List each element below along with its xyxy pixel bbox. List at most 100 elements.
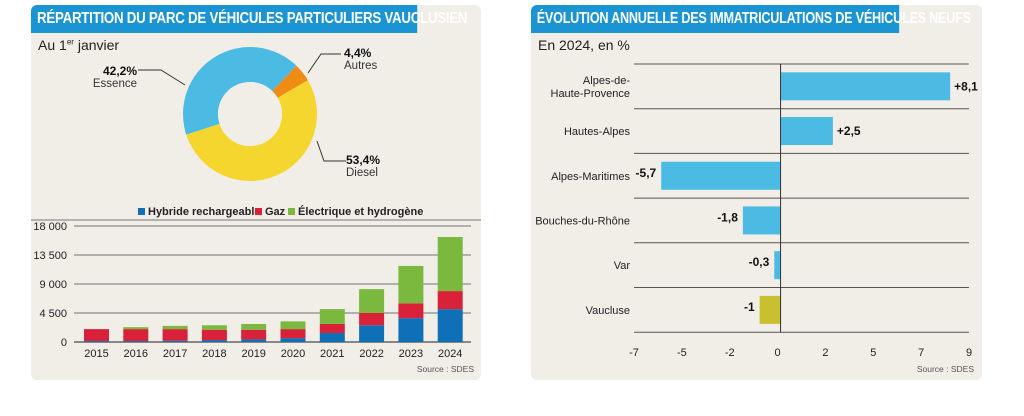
donut-hole: [218, 82, 282, 146]
hbar-bouches-du-rh-ne: [742, 206, 781, 235]
hbar-var: [774, 251, 781, 280]
bar-segment-2022-0: [359, 325, 385, 342]
hbar-alpes-de-haute-provence: [780, 72, 951, 101]
subtitle-tail: janvier: [73, 37, 120, 53]
legend-label-2: Électrique et hydrogène: [298, 205, 423, 218]
x-tick-label: 2018: [202, 348, 226, 360]
donut-chart: 42,2%Essence 4,4%Autres 53,4%Diesel: [93, 46, 380, 181]
hbar-value-label: +2,5: [837, 124, 861, 138]
hbar-category-label: Vaucluse: [586, 305, 630, 317]
x-tick-label: 2023: [399, 348, 423, 360]
hbar-value-label: -5,7: [636, 166, 657, 180]
x-tick-label: 2016: [124, 348, 148, 360]
registrations-panel-title: ÉVOLUTION ANNUELLE DES IMMATRICULATIONS …: [531, 5, 971, 33]
source-label: Source : SDES: [917, 364, 974, 374]
bar-segment-2016-0: [123, 341, 149, 342]
bar-segment-2023-1: [398, 303, 424, 319]
hbar-category-label: Var: [614, 260, 631, 272]
legend-label-0: Hybride rechargeable: [148, 206, 261, 218]
x-tick-label: 5: [870, 347, 876, 359]
bar-segment-2022-2: [359, 289, 385, 313]
source-label: Source : SDES: [417, 364, 474, 374]
bar-segment-2018-2: [201, 325, 227, 330]
legend-label-1: Gaz: [265, 206, 286, 218]
subtitle-sup: er: [66, 37, 74, 47]
bar-segment-2024-1: [437, 291, 463, 310]
donut-slice-diesel: [186, 80, 317, 181]
bar-segment-2018-0: [201, 340, 227, 342]
x-tick-label: -5: [677, 347, 687, 359]
x-tick-label: 2022: [359, 348, 383, 360]
bar-segment-2020-2: [280, 321, 306, 330]
vehicle-fleet-panel: RÉPARTITION DU PARC DE VÉHICULES PARTICU…: [31, 5, 481, 380]
diesel-value-label: 53,4%: [346, 153, 380, 167]
y-tick-label: 18 000: [33, 221, 67, 233]
donut-slice-autres: [272, 65, 308, 98]
stacked-bar-chart: Hybride rechargeable Gaz Électrique et hyd…: [31, 205, 481, 374]
hbar-category-label: Haute-Provence: [551, 88, 631, 100]
bar-segment-2019-1: [241, 329, 267, 340]
autres-leader-line: [307, 53, 341, 74]
x-tick-label: -7: [629, 347, 639, 359]
hbar-category-label: Alpes-de-: [583, 75, 630, 87]
donut-slice-essence: [183, 47, 297, 135]
hbar-category-label: Alpes-Maritimes: [551, 171, 630, 183]
x-tick-label: 0: [775, 347, 781, 359]
autres-name-label: Autres: [344, 60, 377, 72]
bar-segment-2016-1: [123, 329, 149, 342]
hbar-category-label: Bouches-du-Rhône: [535, 215, 630, 227]
x-tick-label: 2021: [320, 348, 344, 360]
x-tick-label: 7: [918, 347, 924, 359]
bar-segment-2021-2: [319, 309, 345, 324]
legend-swatch-2: [288, 208, 295, 215]
bar-segment-2016-2: [123, 327, 149, 330]
x-tick-label: 2019: [241, 348, 265, 360]
x-tick-label: 2024: [438, 348, 462, 360]
x-tick-label: 9: [966, 347, 972, 359]
bar-segment-2017-2: [162, 325, 188, 330]
diesel-name-label: Diesel: [346, 167, 378, 179]
bar-segment-2019-2: [241, 323, 267, 330]
x-tick-label: 2017: [163, 348, 187, 360]
y-tick-label: 13 500: [33, 250, 67, 262]
bar-segment-2023-2: [398, 265, 424, 304]
bar-segment-2024-2: [437, 236, 463, 292]
diesel-leader-line: [316, 140, 346, 162]
autres-value-label: 4,4%: [344, 46, 372, 60]
essence-name-label: Essence: [93, 78, 137, 90]
bar-segment-2022-1: [359, 313, 385, 326]
hbar-value-label: +8,1: [954, 79, 978, 93]
x-tick-label: 2015: [84, 348, 108, 360]
registrations-panel: ÉVOLUTION ANNUELLE DES IMMATRICULATIONS …: [531, 5, 982, 380]
bar-segment-2023-0: [398, 318, 424, 342]
legend-swatch-1: [255, 208, 262, 215]
hbar-alpes-maritimes: [661, 161, 781, 190]
bar-segment-2021-1: [319, 323, 345, 333]
hbar-category-label: Hautes-Alpes: [564, 126, 631, 138]
y-tick-label: 0: [61, 337, 67, 349]
essence-leader-line: [138, 69, 186, 86]
fleet-subtitle: Au 1er janvier: [38, 37, 119, 53]
bar-segment-2021-0: [319, 332, 345, 342]
bar-segment-2019-0: [241, 339, 267, 342]
bar-segment-2015-0: [84, 341, 109, 342]
hbar-hautes-alpes: [780, 117, 833, 146]
bar-segment-2015-1: [84, 329, 109, 342]
x-tick-label: 2: [822, 347, 828, 359]
fleet-panel-title: RÉPARTITION DU PARC DE VÉHICULES PARTICU…: [31, 5, 468, 33]
x-tick-label: 2020: [281, 348, 305, 360]
x-tick-label: -2: [725, 347, 735, 359]
subtitle-main: Au 1: [38, 37, 67, 53]
hbar-vaucluse: [759, 295, 781, 324]
y-tick-label: 9 000: [39, 279, 67, 291]
hbar-value-label: -1,8: [717, 210, 738, 224]
bar-segment-2018-1: [201, 329, 227, 341]
legend-swatch-0: [138, 208, 145, 215]
bar-segment-2017-0: [162, 340, 188, 342]
y-tick-label: 4 500: [39, 308, 67, 320]
bar-segment-2017-1: [162, 329, 188, 341]
bar-segment-2020-0: [280, 338, 306, 342]
hbar-value-label: -1: [744, 300, 755, 314]
registrations-subtitle: En 2024, en %: [538, 37, 630, 53]
horizontal-bar-chart: +8,1 Alpes-de-Haute-Provence +2,5 Hautes-Al…: [535, 63, 978, 374]
